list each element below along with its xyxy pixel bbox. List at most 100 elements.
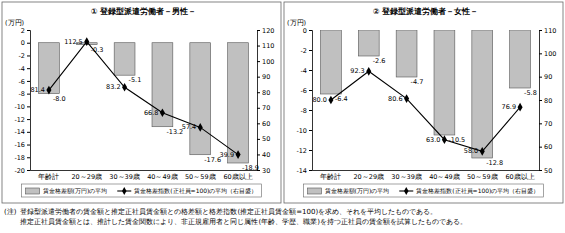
tick-mark bbox=[27, 106, 30, 107]
data-labels: -8.0-0.3-5.1-13.2-17.6-18.981.4112.583.2… bbox=[30, 38, 258, 172]
data-label: -18.9 bbox=[242, 164, 259, 172]
tick: 年齢計 bbox=[320, 173, 341, 181]
tick-label: 30～39歳 bbox=[391, 173, 422, 181]
notes: (注)登録型派遣労働者の賃金額と推定正社員賃金額との格差額と格差指数(推定正社員… bbox=[4, 208, 467, 226]
legend-marker bbox=[122, 187, 127, 195]
tick: 30～39歳 bbox=[109, 173, 140, 181]
legend-item: 賃金格差指数(正社員=100)の平均（右目盛） bbox=[399, 187, 539, 195]
y2-axis-line bbox=[540, 31, 543, 171]
data-label: -2.6 bbox=[373, 57, 386, 65]
tick: 70 bbox=[539, 120, 552, 128]
tick-label: -14 bbox=[14, 128, 25, 136]
data-label: 83.2 bbox=[106, 83, 120, 91]
tick-mark bbox=[309, 90, 312, 91]
plot-area bbox=[321, 30, 531, 158]
x-axis-line bbox=[313, 170, 540, 171]
tick: -14 bbox=[14, 128, 30, 136]
tick: 120 bbox=[257, 27, 274, 35]
tick: 50 bbox=[257, 135, 270, 143]
bar bbox=[510, 30, 531, 88]
tick: -8 bbox=[301, 107, 312, 115]
tick-mark bbox=[539, 77, 542, 78]
marker bbox=[160, 108, 165, 117]
tick-label: 0 bbox=[303, 27, 307, 35]
legend-swatch bbox=[308, 188, 322, 194]
tick-label: 100 bbox=[544, 50, 556, 58]
tick-label: 30～39歳 bbox=[109, 173, 140, 181]
tick: 60 bbox=[539, 143, 552, 151]
data-label: 63.0 bbox=[426, 136, 440, 144]
tick: -2 bbox=[301, 47, 312, 55]
marker bbox=[84, 37, 89, 46]
tick: 50 bbox=[539, 167, 552, 175]
tick: -10 bbox=[296, 127, 312, 135]
tick-label: 50 bbox=[544, 167, 552, 175]
tick-mark bbox=[539, 53, 542, 54]
tick: 40～49歳 bbox=[147, 173, 178, 181]
data-label: -13.2 bbox=[166, 128, 183, 136]
tick: 110 bbox=[539, 27, 556, 35]
tick-label: 110 bbox=[544, 27, 556, 35]
tick: 50～59歳 bbox=[185, 173, 216, 181]
tick: -2 bbox=[19, 52, 30, 60]
tick-mark bbox=[257, 123, 260, 124]
data-labels: -6.4-2.6-4.7-10.5-12.8-5.880.092.380.663… bbox=[312, 57, 536, 167]
panel-frame bbox=[2, 2, 281, 203]
tick-label: 60 bbox=[262, 120, 270, 128]
legend-item: 賃金格差額(万円)の平均 bbox=[26, 187, 108, 195]
tick: 100 bbox=[539, 50, 556, 58]
data-label: 39.9 bbox=[220, 151, 234, 159]
panel: ② 登録型派遣労働者－女性－(万円)-14-12-10-8-6-4-205060… bbox=[284, 2, 563, 203]
tick-mark bbox=[27, 170, 30, 171]
tick-label: 40～49歳 bbox=[429, 173, 460, 181]
tick-mark bbox=[309, 50, 312, 51]
note-text: 推定正社員賃金額とは、推計した賃金関数により、非正規雇用者と同じ属性(年齢、学歴… bbox=[20, 218, 466, 226]
note-text: 登録型派遣労働者の賃金額と推定正社員賃金額との格差額と格差指数(推定正社員賃金額… bbox=[20, 208, 437, 216]
tick-label: 80 bbox=[544, 97, 552, 105]
data-label: 80.6 bbox=[388, 95, 402, 103]
x-axis: 年齢計20～29歳30～39歳40～49歳50～59歳60歳以上 bbox=[313, 171, 540, 181]
tick: -6 bbox=[301, 87, 312, 95]
tick-mark bbox=[27, 119, 30, 120]
legend: 賃金格差額(万円)の平均 賃金格差指数(正社員=100)の平均（右目盛） bbox=[22, 184, 262, 197]
tick-label: 30 bbox=[262, 167, 270, 175]
tick: 0 bbox=[21, 39, 30, 47]
tick-label: -2 bbox=[19, 52, 25, 60]
tick-mark bbox=[539, 123, 542, 124]
marker bbox=[46, 86, 51, 95]
legend-swatch bbox=[26, 188, 40, 194]
tick: 110 bbox=[257, 42, 274, 50]
note-text: (注) bbox=[4, 208, 17, 216]
tick-mark bbox=[309, 110, 312, 111]
tick: 40～49歳 bbox=[429, 173, 460, 181]
marker bbox=[122, 83, 127, 92]
tick-mark bbox=[539, 30, 542, 31]
bar bbox=[114, 43, 135, 75]
legend-label: 賃金格差指数(正社員=100)の平均（右目盛） bbox=[134, 187, 257, 195]
bar bbox=[472, 30, 493, 158]
tick-label: 50～59歳 bbox=[185, 173, 216, 181]
tick-label: -12 bbox=[296, 147, 307, 155]
tick: 2 bbox=[21, 27, 30, 35]
tick: 60歳以上 bbox=[505, 173, 534, 181]
data-label: -10.5 bbox=[448, 136, 465, 144]
tick: -12 bbox=[14, 116, 30, 124]
data-label: -0.3 bbox=[91, 46, 104, 54]
tick-mark bbox=[309, 170, 312, 171]
tick: 40 bbox=[257, 151, 270, 159]
tick-mark bbox=[27, 132, 30, 133]
tick-mark bbox=[309, 130, 312, 131]
tick-label: 80 bbox=[262, 89, 270, 97]
tick-label: 20～29歳 bbox=[71, 173, 102, 181]
tick: 60 bbox=[257, 120, 270, 128]
y-axis: -20-18-16-14-12-10-8-6-4-202 bbox=[14, 27, 30, 175]
tick-mark bbox=[27, 145, 30, 146]
tick-label: 40～49歳 bbox=[147, 173, 178, 181]
tick-label: -14 bbox=[296, 167, 307, 175]
legend-marker bbox=[404, 187, 409, 195]
y-axis-line bbox=[27, 31, 31, 171]
tick: -4 bbox=[301, 67, 312, 75]
tick-label: 50～59歳 bbox=[467, 173, 498, 181]
tick: 年齢計 bbox=[38, 173, 59, 181]
tick: 70 bbox=[257, 104, 270, 112]
